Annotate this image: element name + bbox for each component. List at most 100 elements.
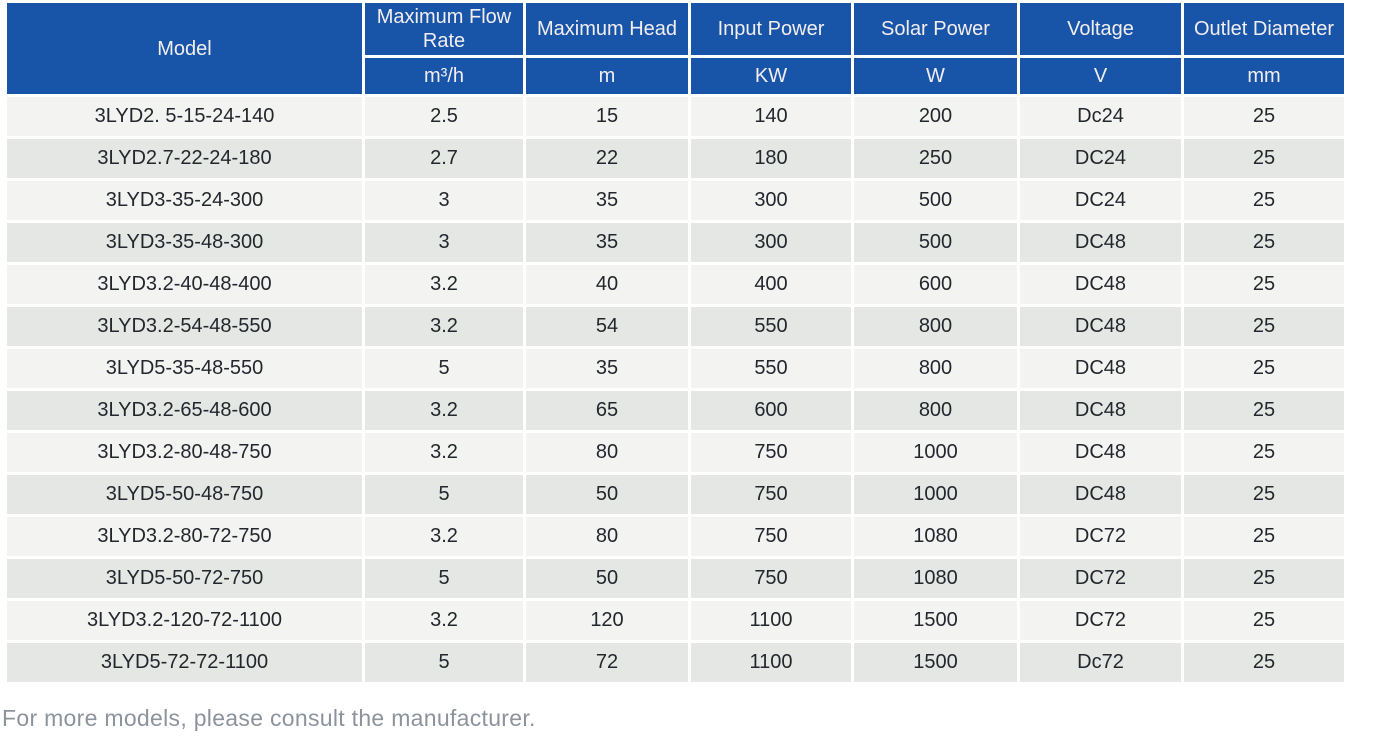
value-cell: 200 <box>854 97 1017 136</box>
value-cell: 2.5 <box>365 97 523 136</box>
table-row: 3LYD5-50-48-750 5 50 750 1000 DC48 25 <box>7 475 1344 514</box>
value-cell: 25 <box>1184 181 1344 220</box>
value-cell: 3.2 <box>365 517 523 556</box>
unit-voltage: V <box>1020 58 1181 94</box>
table-row: 3LYD3.2-54-48-550 3.2 54 550 800 DC48 25 <box>7 307 1344 346</box>
value-cell: 35 <box>526 349 688 388</box>
value-cell: 750 <box>691 517 851 556</box>
value-cell: 25 <box>1184 601 1344 640</box>
value-cell: 500 <box>854 181 1017 220</box>
table-row: 3LYD5-35-48-550 5 35 550 800 DC48 25 <box>7 349 1344 388</box>
table-row: 3LYD2. 5-15-24-140 2.5 15 140 200 Dc24 25 <box>7 97 1344 136</box>
value-cell: 80 <box>526 433 688 472</box>
table-row: 3LYD2.7-22-24-180 2.7 22 180 250 DC24 25 <box>7 139 1344 178</box>
value-cell: 800 <box>854 349 1017 388</box>
value-cell: 15 <box>526 97 688 136</box>
value-cell: 120 <box>526 601 688 640</box>
model-cell: 3LYD3-35-24-300 <box>7 181 362 220</box>
value-cell: 5 <box>365 349 523 388</box>
header-unit-row: m³/h m KW W V mm <box>7 58 1344 94</box>
value-cell: 25 <box>1184 517 1344 556</box>
spec-table-body: 3LYD2. 5-15-24-140 2.5 15 140 200 Dc24 25 3LYD2… <box>7 97 1344 682</box>
value-cell: Dc72 <box>1020 643 1181 682</box>
value-cell: DC48 <box>1020 349 1181 388</box>
value-cell: 250 <box>854 139 1017 178</box>
value-cell: 3 <box>365 223 523 262</box>
model-cell: 3LYD3.2-80-72-750 <box>7 517 362 556</box>
value-cell: 300 <box>691 181 851 220</box>
col-header-solar-power: Solar Power <box>854 3 1017 55</box>
table-row: 3LYD3.2-80-72-750 3.2 80 750 1080 DC72 25 <box>7 517 1344 556</box>
value-cell: 300 <box>691 223 851 262</box>
value-cell: 25 <box>1184 139 1344 178</box>
value-cell: 25 <box>1184 223 1344 262</box>
value-cell: 600 <box>691 391 851 430</box>
model-cell: 3LYD5-50-48-750 <box>7 475 362 514</box>
value-cell: 25 <box>1184 265 1344 304</box>
unit-outlet-diameter: mm <box>1184 58 1344 94</box>
table-row: 3LYD5-50-72-750 5 50 750 1080 DC72 25 <box>7 559 1344 598</box>
table-row: 3LYD3.2-65-48-600 3.2 65 600 800 DC48 25 <box>7 391 1344 430</box>
value-cell: 3.2 <box>365 391 523 430</box>
value-cell: 800 <box>854 391 1017 430</box>
model-cell: 3LYD3.2-80-48-750 <box>7 433 362 472</box>
unit-input-power: KW <box>691 58 851 94</box>
value-cell: 1100 <box>691 643 851 682</box>
model-cell: 3LYD5-35-48-550 <box>7 349 362 388</box>
table-row: 3LYD3.2-120-72-1100 3.2 120 1100 1500 DC72 25 <box>7 601 1344 640</box>
value-cell: 80 <box>526 517 688 556</box>
col-header-voltage: Voltage <box>1020 3 1181 55</box>
value-cell: 180 <box>691 139 851 178</box>
value-cell: 25 <box>1184 97 1344 136</box>
value-cell: DC24 <box>1020 181 1181 220</box>
value-cell: 22 <box>526 139 688 178</box>
value-cell: DC48 <box>1020 475 1181 514</box>
table-row: 3LYD3-35-48-300 3 35 300 500 DC48 25 <box>7 223 1344 262</box>
col-header-model: Model <box>7 3 362 94</box>
col-header-input-power: Input Power <box>691 3 851 55</box>
value-cell: 800 <box>854 307 1017 346</box>
table-row: 3LYD3.2-40-48-400 3.2 40 400 600 DC48 25 <box>7 265 1344 304</box>
value-cell: 1500 <box>854 643 1017 682</box>
model-cell: 3LYD3.2-65-48-600 <box>7 391 362 430</box>
table-header: Model Maximum Flow Rate Maximum Head Inp… <box>7 3 1344 94</box>
value-cell: 25 <box>1184 391 1344 430</box>
model-cell: 3LYD5-50-72-750 <box>7 559 362 598</box>
value-cell: DC48 <box>1020 223 1181 262</box>
value-cell: 25 <box>1184 475 1344 514</box>
value-cell: 3.2 <box>365 307 523 346</box>
value-cell: 50 <box>526 559 688 598</box>
table-row: 3LYD3-35-24-300 3 35 300 500 DC24 25 <box>7 181 1344 220</box>
header-title-row: Model Maximum Flow Rate Maximum Head Inp… <box>7 3 1344 94</box>
value-cell: 1080 <box>854 559 1017 598</box>
value-cell: DC72 <box>1020 601 1181 640</box>
value-cell: DC48 <box>1020 265 1181 304</box>
pump-spec-table: Model Maximum Flow Rate Maximum Head Inp… <box>4 0 1347 685</box>
model-cell: 3LYD3.2-40-48-400 <box>7 265 362 304</box>
model-cell: 3LYD3-35-48-300 <box>7 223 362 262</box>
value-cell: DC72 <box>1020 559 1181 598</box>
value-cell: 25 <box>1184 433 1344 472</box>
value-cell: 1100 <box>691 601 851 640</box>
value-cell: DC48 <box>1020 307 1181 346</box>
value-cell: DC24 <box>1020 139 1181 178</box>
value-cell: 40 <box>526 265 688 304</box>
value-cell: 600 <box>854 265 1017 304</box>
footer-note: For more models, please consult the manu… <box>2 705 536 731</box>
value-cell: 1500 <box>854 601 1017 640</box>
value-cell: 65 <box>526 391 688 430</box>
value-cell: 550 <box>691 349 851 388</box>
unit-max-flow-rate: m³/h <box>365 58 523 94</box>
value-cell: 5 <box>365 475 523 514</box>
value-cell: 3.2 <box>365 265 523 304</box>
model-cell: 3LYD2.7-22-24-180 <box>7 139 362 178</box>
value-cell: 750 <box>691 475 851 514</box>
unit-solar-power: W <box>854 58 1017 94</box>
value-cell: 1080 <box>854 517 1017 556</box>
table-row: 3LYD3.2-80-48-750 3.2 80 750 1000 DC48 25 <box>7 433 1344 472</box>
unit-max-head: m <box>526 58 688 94</box>
value-cell: Dc24 <box>1020 97 1181 136</box>
value-cell: 3.2 <box>365 433 523 472</box>
value-cell: DC48 <box>1020 433 1181 472</box>
value-cell: 550 <box>691 307 851 346</box>
